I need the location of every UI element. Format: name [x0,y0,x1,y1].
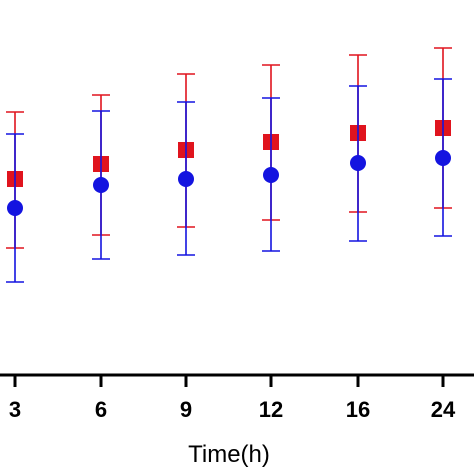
x-tick-label-9: 9 [180,397,192,422]
x-tick-label-24: 24 [431,397,456,422]
point-circle-6 [93,177,109,193]
x-tick-label-16: 16 [346,397,370,422]
series-square [6,47,452,249]
point-circle-16 [350,155,366,171]
series-layer [6,47,452,283]
x-axis-label: Time(h) [188,441,270,468]
x-tick-layer: 3 6 9 12 16 24 [9,375,456,422]
x-tick-label-6: 6 [95,397,107,422]
series-circle [6,78,452,283]
x-tick-label-3: 3 [9,397,21,422]
point-circle-3 [7,200,23,216]
point-circle-24 [435,150,451,166]
point-circle-9 [178,171,194,187]
point-circle-12 [263,167,279,183]
x-tick-label-12: 12 [259,397,283,422]
